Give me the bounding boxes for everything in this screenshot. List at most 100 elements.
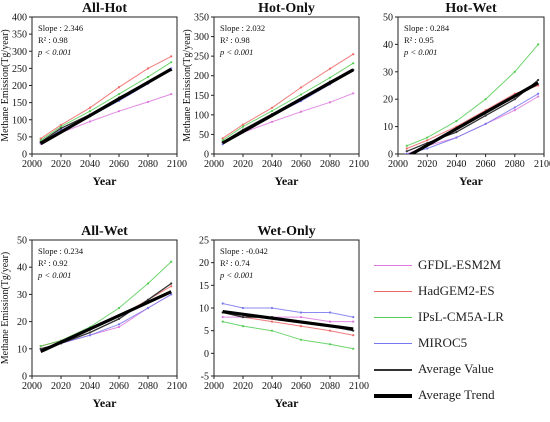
panel-wet-only-ytick-label: 0 bbox=[204, 349, 209, 360]
panel-wet-only-point-gfdl-esm2m bbox=[352, 320, 355, 323]
panel-wet-only-point-gfdl-esm2m bbox=[299, 315, 303, 319]
panel-all-hot-ylabel: Methane Emission(Tg/year) bbox=[0, 29, 11, 141]
panel-wet-only-r2-text: R² : 0.74 bbox=[220, 258, 250, 268]
legend-swatch-average-trend bbox=[374, 394, 412, 398]
panel-all-wet-series-average-trend bbox=[40, 290, 172, 353]
panel-all-wet-point-miroc5 bbox=[117, 323, 121, 326]
panel-hot-only-series-hadgem2-es bbox=[222, 53, 354, 139]
panel-hot-only-ytick-label: 150 bbox=[194, 91, 209, 102]
panel-all-wet-point-miroc5 bbox=[146, 306, 150, 310]
panel-hot-wet-point-average-value bbox=[455, 130, 458, 134]
panel-all-wet-xtick-label: 2100 bbox=[167, 381, 187, 392]
legend-label-average-trend: Average Trend bbox=[418, 387, 495, 402]
panel-all-wet: All-Wet 2000 2020 2040 2060 2080 2100 0 10 20 30 40… bbox=[0, 224, 187, 410]
panel-hot-wet-slope-text: Slope : 0.284 bbox=[404, 23, 450, 33]
panel-hot-wet-point-ipsl-cm5a-lr bbox=[405, 144, 408, 147]
panel-all-hot-xtick-label: 2080 bbox=[138, 159, 158, 170]
legend-swatch-gfdl bbox=[374, 265, 412, 267]
panel-all-wet-ytick-label: 50 bbox=[17, 236, 27, 247]
panel-hot-only-point-hadgem2-es bbox=[299, 86, 303, 89]
panel-hot-wet-point-ipsl-cm5a-lr bbox=[537, 43, 540, 46]
panel-hot-only-ylabel: Methane Emission(Tg/year) bbox=[182, 29, 193, 141]
panel-all-hot-ytick-label: 100 bbox=[12, 115, 27, 126]
panel-wet-only-point-miroc5 bbox=[352, 315, 355, 319]
panel-all-hot-point-hadgem2-es bbox=[170, 55, 173, 58]
panel-all-hot-point-ipsl-cm5a-lr bbox=[146, 75, 150, 79]
panel-all-wet-xtick-label: 2080 bbox=[138, 381, 158, 392]
panel-wet-only-point-miroc5 bbox=[221, 302, 224, 305]
panel-all-wet-point-ipsl-cm5a-lr bbox=[170, 260, 173, 263]
panel-all-wet-ylabel: Methane Emission(Tg/year) bbox=[0, 252, 11, 364]
panel-hot-wet-point-ipsl-cm5a-lr bbox=[484, 98, 487, 101]
panel-wet-only-point-miroc5 bbox=[270, 306, 274, 310]
panel-hot-only-xtick-label: 2000 bbox=[204, 159, 224, 170]
panel-hot-only-point-hadgem2-es bbox=[328, 67, 332, 70]
panel-hot-wet: Hot-Wet 2000 2020 2040 2060 2080 2100 0 10 20 30 40… bbox=[383, 1, 550, 188]
panel-all-wet-xtick-label: 2040 bbox=[80, 381, 100, 392]
panel-hot-only-point-hadgem2-es bbox=[241, 123, 245, 126]
panel-wet-only-point-ipsl-cm5a-lr bbox=[328, 343, 332, 346]
panel-all-hot-xtick-label: 2040 bbox=[80, 159, 100, 170]
panel-all-wet-point-hadgem2-es bbox=[170, 285, 173, 288]
panel-hot-wet-point-miroc5 bbox=[405, 152, 408, 154]
panel-wet-only-series-ipsl-cm5a-lr bbox=[222, 321, 354, 350]
panel-hot-wet-xtick-label: 2060 bbox=[476, 159, 496, 170]
panel-all-wet-plot-area bbox=[39, 260, 173, 353]
panel-wet-only-point-ipsl-cm5a-lr bbox=[221, 320, 224, 323]
panel-hot-wet-r2-text: R² : 0.95 bbox=[404, 35, 434, 45]
panel-hot-wet-point-hadgem2-es bbox=[426, 139, 429, 142]
panel-all-hot-point-hadgem2-es bbox=[117, 86, 121, 89]
legend-swatch-average-value bbox=[374, 369, 412, 371]
panel-hot-wet-point-miroc5 bbox=[426, 147, 429, 150]
panel-hot-wet-point-miroc5 bbox=[513, 106, 516, 109]
panel-hot-wet-point-ipsl-cm5a-lr bbox=[426, 136, 429, 139]
panel-hot-wet-title: Hot-Wet bbox=[445, 1, 497, 16]
panel-hot-wet-ytick-label: 30 bbox=[383, 67, 393, 78]
panel-all-wet-point-ipsl-cm5a-lr bbox=[117, 306, 121, 310]
legend-swatch-hadgem bbox=[374, 291, 412, 293]
panel-all-hot-ytick-label: 300 bbox=[12, 47, 27, 58]
panel-wet-only-point-gfdl-esm2m bbox=[328, 320, 332, 323]
panel-hot-only-point-ipsl-cm5a-lr bbox=[299, 93, 303, 96]
legend-swatch-miroc bbox=[374, 343, 412, 345]
panel-all-hot-xtick-label: 2060 bbox=[109, 159, 129, 170]
panel-all-hot-point-average-value bbox=[59, 127, 63, 130]
panel-hot-only-xtick-label: 2060 bbox=[291, 159, 311, 170]
panel-hot-only-point-ipsl-cm5a-lr bbox=[221, 139, 224, 142]
panel-all-hot-point-ipsl-cm5a-lr bbox=[59, 125, 63, 128]
panel-hot-wet-point-average-value bbox=[484, 114, 487, 117]
panel-wet-only-series-miroc5 bbox=[222, 303, 354, 318]
panel-hot-only-slope-text: Slope : 2.032 bbox=[220, 23, 265, 33]
panel-hot-only-r2-text: R² : 0.98 bbox=[220, 35, 250, 45]
panel-wet-only: Wet-Only 2000 2020 2040 2060 2080 2100 -5 0 5 10 15… bbox=[199, 224, 369, 410]
panel-hot-only-series-average-trend bbox=[221, 68, 354, 145]
panel-hot-only-ytick-label: 350 bbox=[194, 13, 209, 24]
legend-label-miroc: MIROC5 bbox=[418, 335, 468, 350]
panel-all-wet-xtick-label: 2060 bbox=[109, 381, 129, 392]
panel-all-hot-point-ipsl-cm5a-lr bbox=[117, 92, 121, 96]
panel-hot-wet-ytick-label: 20 bbox=[383, 95, 393, 106]
panel-hot-wet-xtick-label: 2020 bbox=[417, 159, 437, 170]
panel-hot-only-ytick-label: 100 bbox=[194, 110, 209, 121]
panel-all-wet-title: All-Wet bbox=[81, 224, 128, 239]
panel-hot-wet-point-miroc5 bbox=[537, 92, 540, 95]
panel-hot-only-point-hadgem2-es bbox=[352, 53, 355, 56]
panel-hot-only-point-ipsl-cm5a-lr bbox=[352, 62, 355, 65]
panel-hot-only-ytick-label: 250 bbox=[194, 52, 209, 63]
panel-hot-wet-point-hadgem2-es bbox=[405, 147, 408, 150]
legend: GFDL-ESM2M HadGEM2-ES IPsL-CM5A-LR MIROC… bbox=[372, 252, 548, 418]
panel-all-hot-point-hadgem2-es bbox=[88, 106, 92, 109]
panel-hot-only-ytick-label: 200 bbox=[194, 71, 209, 82]
panel-all-wet-xlabel: Year bbox=[93, 396, 118, 410]
panel-all-hot-point-hadgem2-es bbox=[39, 137, 42, 140]
panel-all-hot-series-average-trend bbox=[39, 67, 172, 146]
panel-wet-only-xtick-label: 2000 bbox=[204, 381, 224, 392]
panel-hot-only-ytick-label: 0 bbox=[204, 150, 209, 161]
panel-hot-wet-point-ipsl-cm5a-lr bbox=[513, 70, 516, 73]
panel-wet-only-ytick-label: 15 bbox=[199, 281, 209, 292]
panel-all-hot-point-hadgem2-es bbox=[59, 123, 63, 126]
panel-all-wet-ytick-label: 10 bbox=[17, 344, 27, 355]
panel-hot-wet-ytick-label: 10 bbox=[383, 122, 393, 133]
panel-hot-only-xtick-label: 2080 bbox=[320, 159, 340, 170]
